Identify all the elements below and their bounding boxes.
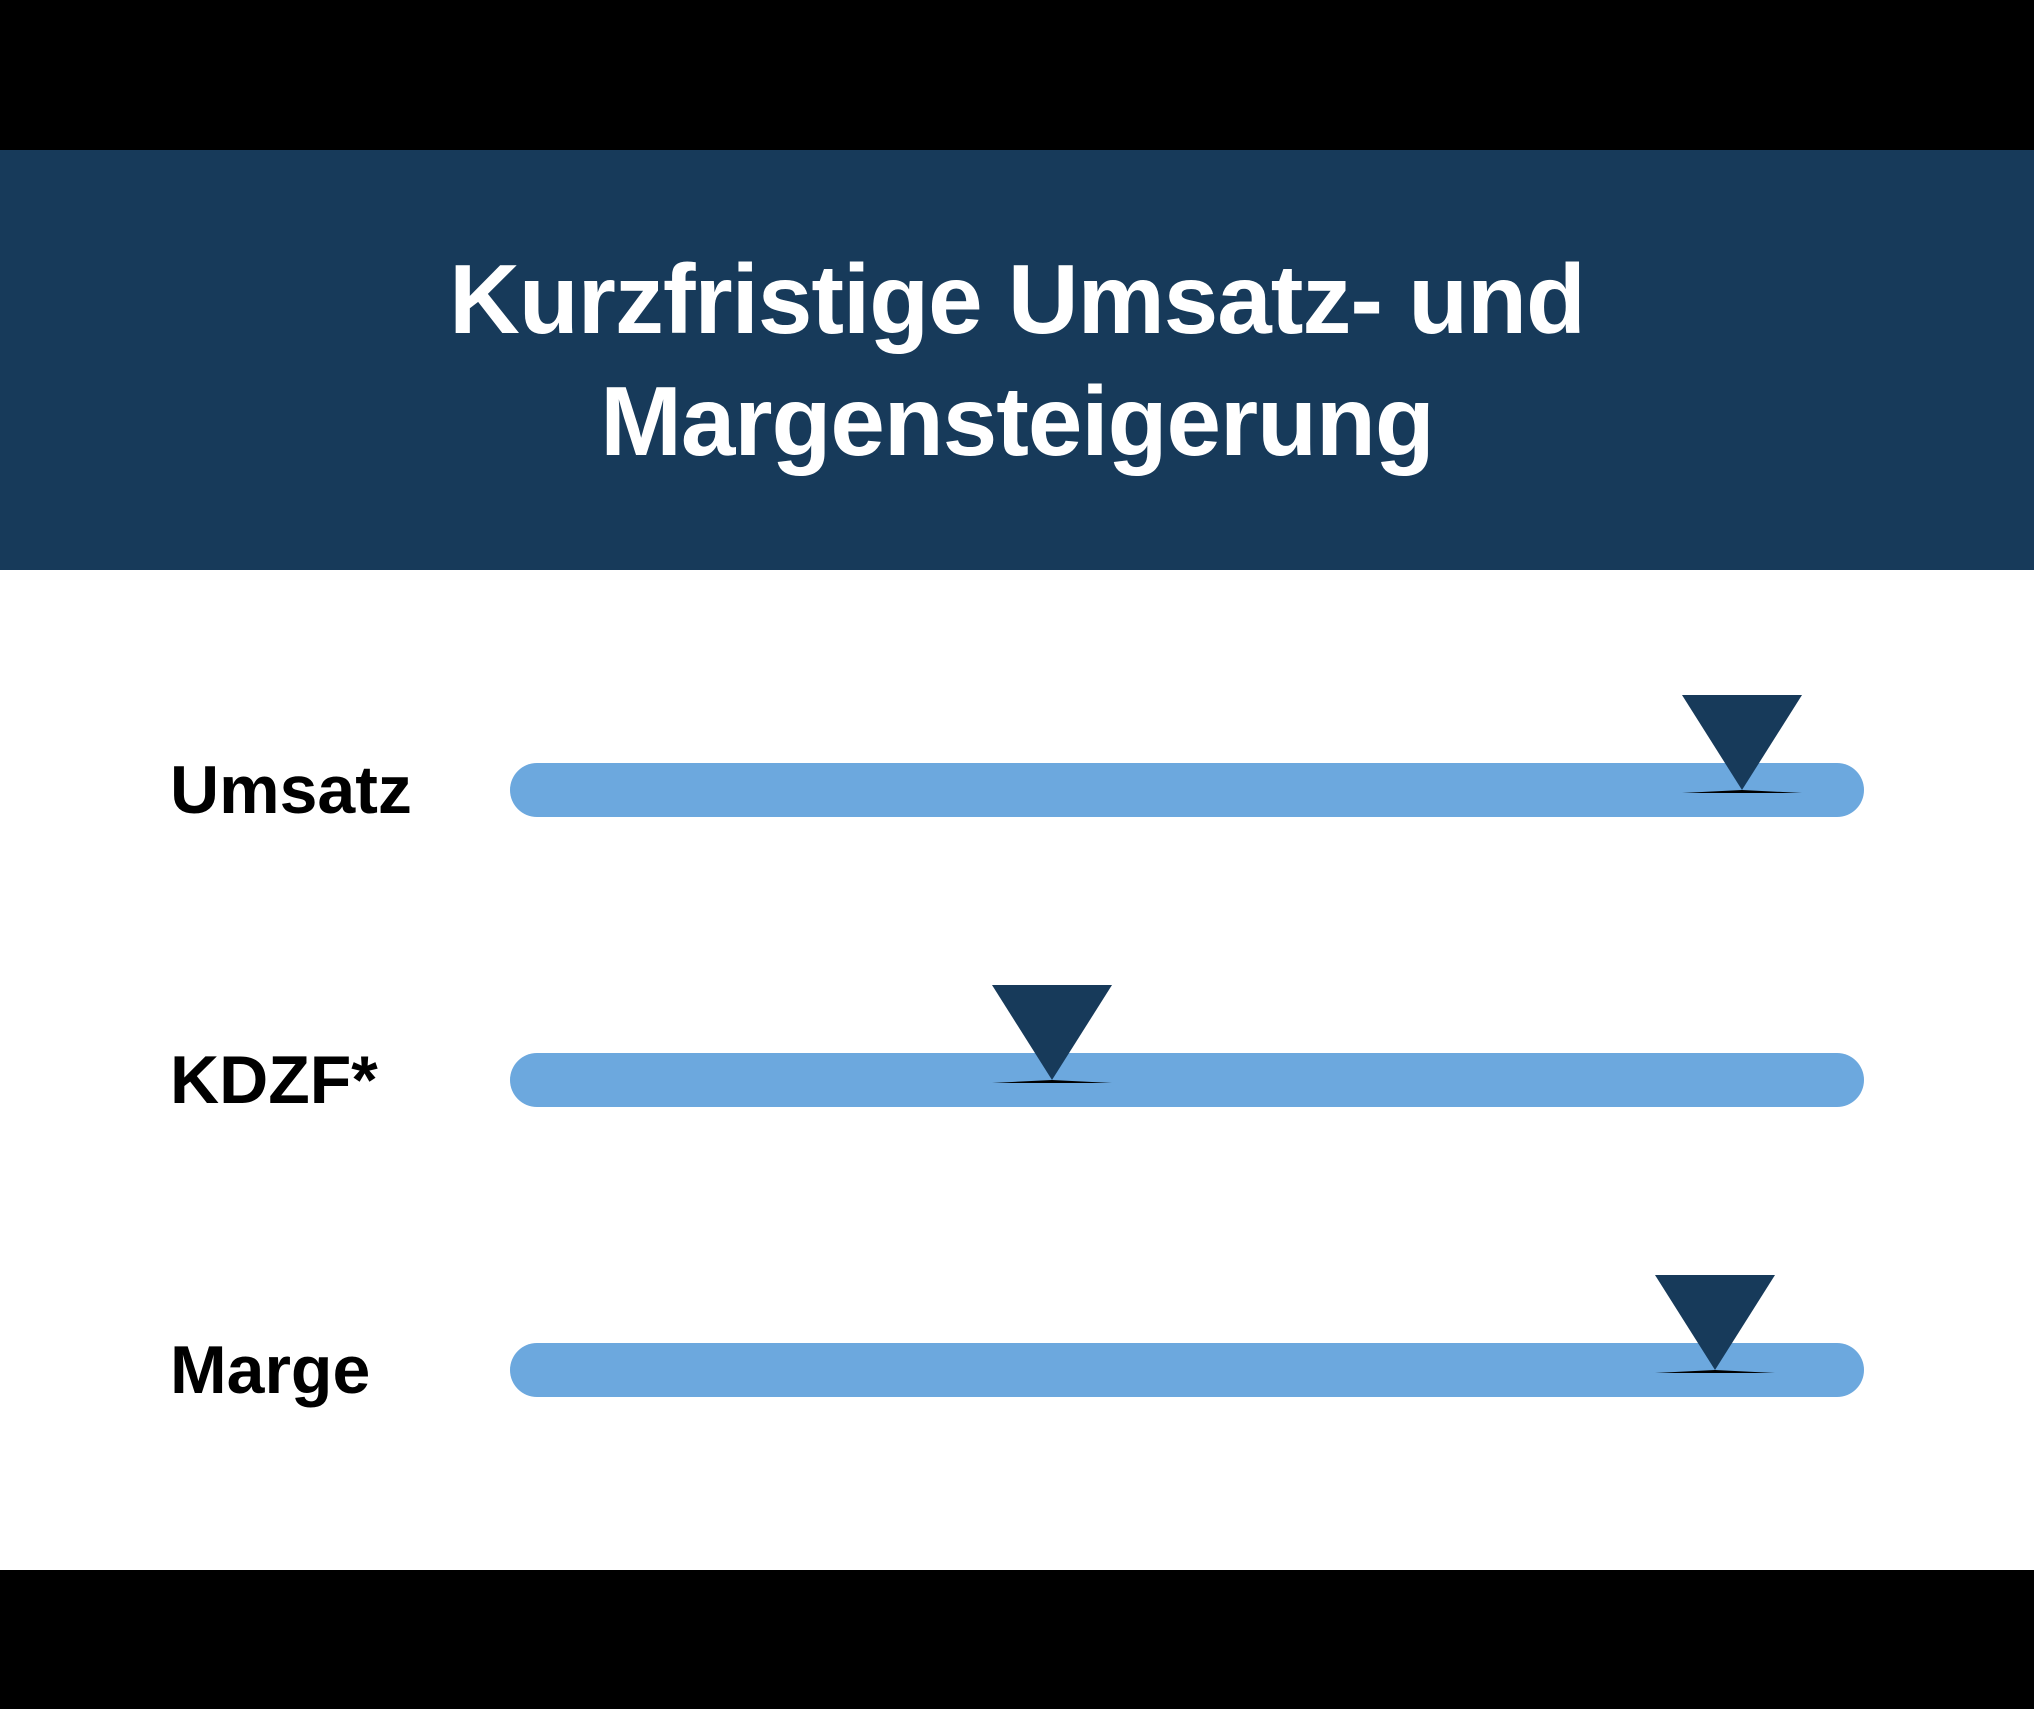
slider-label: Umsatz xyxy=(170,751,510,829)
triangle-marker-icon xyxy=(1682,695,1802,793)
header-bar: Kurzfristige Umsatz- und Margensteigerun… xyxy=(0,150,2034,570)
slider-track xyxy=(510,763,1864,817)
slider-row-umsatz: Umsatz xyxy=(170,740,1864,840)
slider-label: KDZF* xyxy=(170,1041,510,1119)
slider-track xyxy=(510,1053,1864,1107)
infographic-canvas: Kurzfristige Umsatz- und Margensteigerun… xyxy=(0,0,2034,1709)
slider-label: Marge xyxy=(170,1331,510,1409)
triangle-marker-icon xyxy=(992,985,1112,1083)
page-title: Kurzfristige Umsatz- und Margensteigerun… xyxy=(80,238,1954,483)
slider-track-wrap xyxy=(510,1053,1864,1107)
slider-track-wrap xyxy=(510,763,1864,817)
slider-track-wrap xyxy=(510,1343,1864,1397)
slider-row-kdzf: KDZF* xyxy=(170,1030,1864,1130)
triangle-marker-icon xyxy=(1655,1275,1775,1373)
content-panel: Umsatz KDZF* Marge xyxy=(0,570,2034,1570)
slider-row-marge: Marge xyxy=(170,1320,1864,1420)
